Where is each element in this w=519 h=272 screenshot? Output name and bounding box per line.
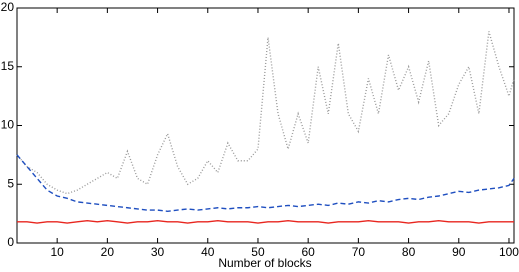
x-tick-label: 50 [251,245,265,259]
series-line [17,219,514,224]
x-tick-label: 80 [402,245,416,259]
y-tick-label: 5 [7,176,14,190]
y-tick-label: 20 [1,0,15,14]
y-tick-label: 15 [1,59,15,73]
y-tick-label: 0 [7,235,14,249]
x-tick-label: 90 [452,245,466,259]
series-line [16,31,515,195]
x-tick-label: 40 [201,245,215,259]
x-tick-label: 30 [151,245,165,259]
x-tick-label: 60 [301,245,315,259]
x-tick-label: 100 [499,245,519,259]
x-tick-label: 20 [101,245,115,259]
series-line [16,154,515,212]
y-tick-label: 10 [1,118,15,132]
plot-frame [16,7,515,244]
x-tick-label: 70 [352,245,366,259]
x-axis-label: Number of blocks [218,256,311,270]
x-tick-label: 10 [50,245,64,259]
